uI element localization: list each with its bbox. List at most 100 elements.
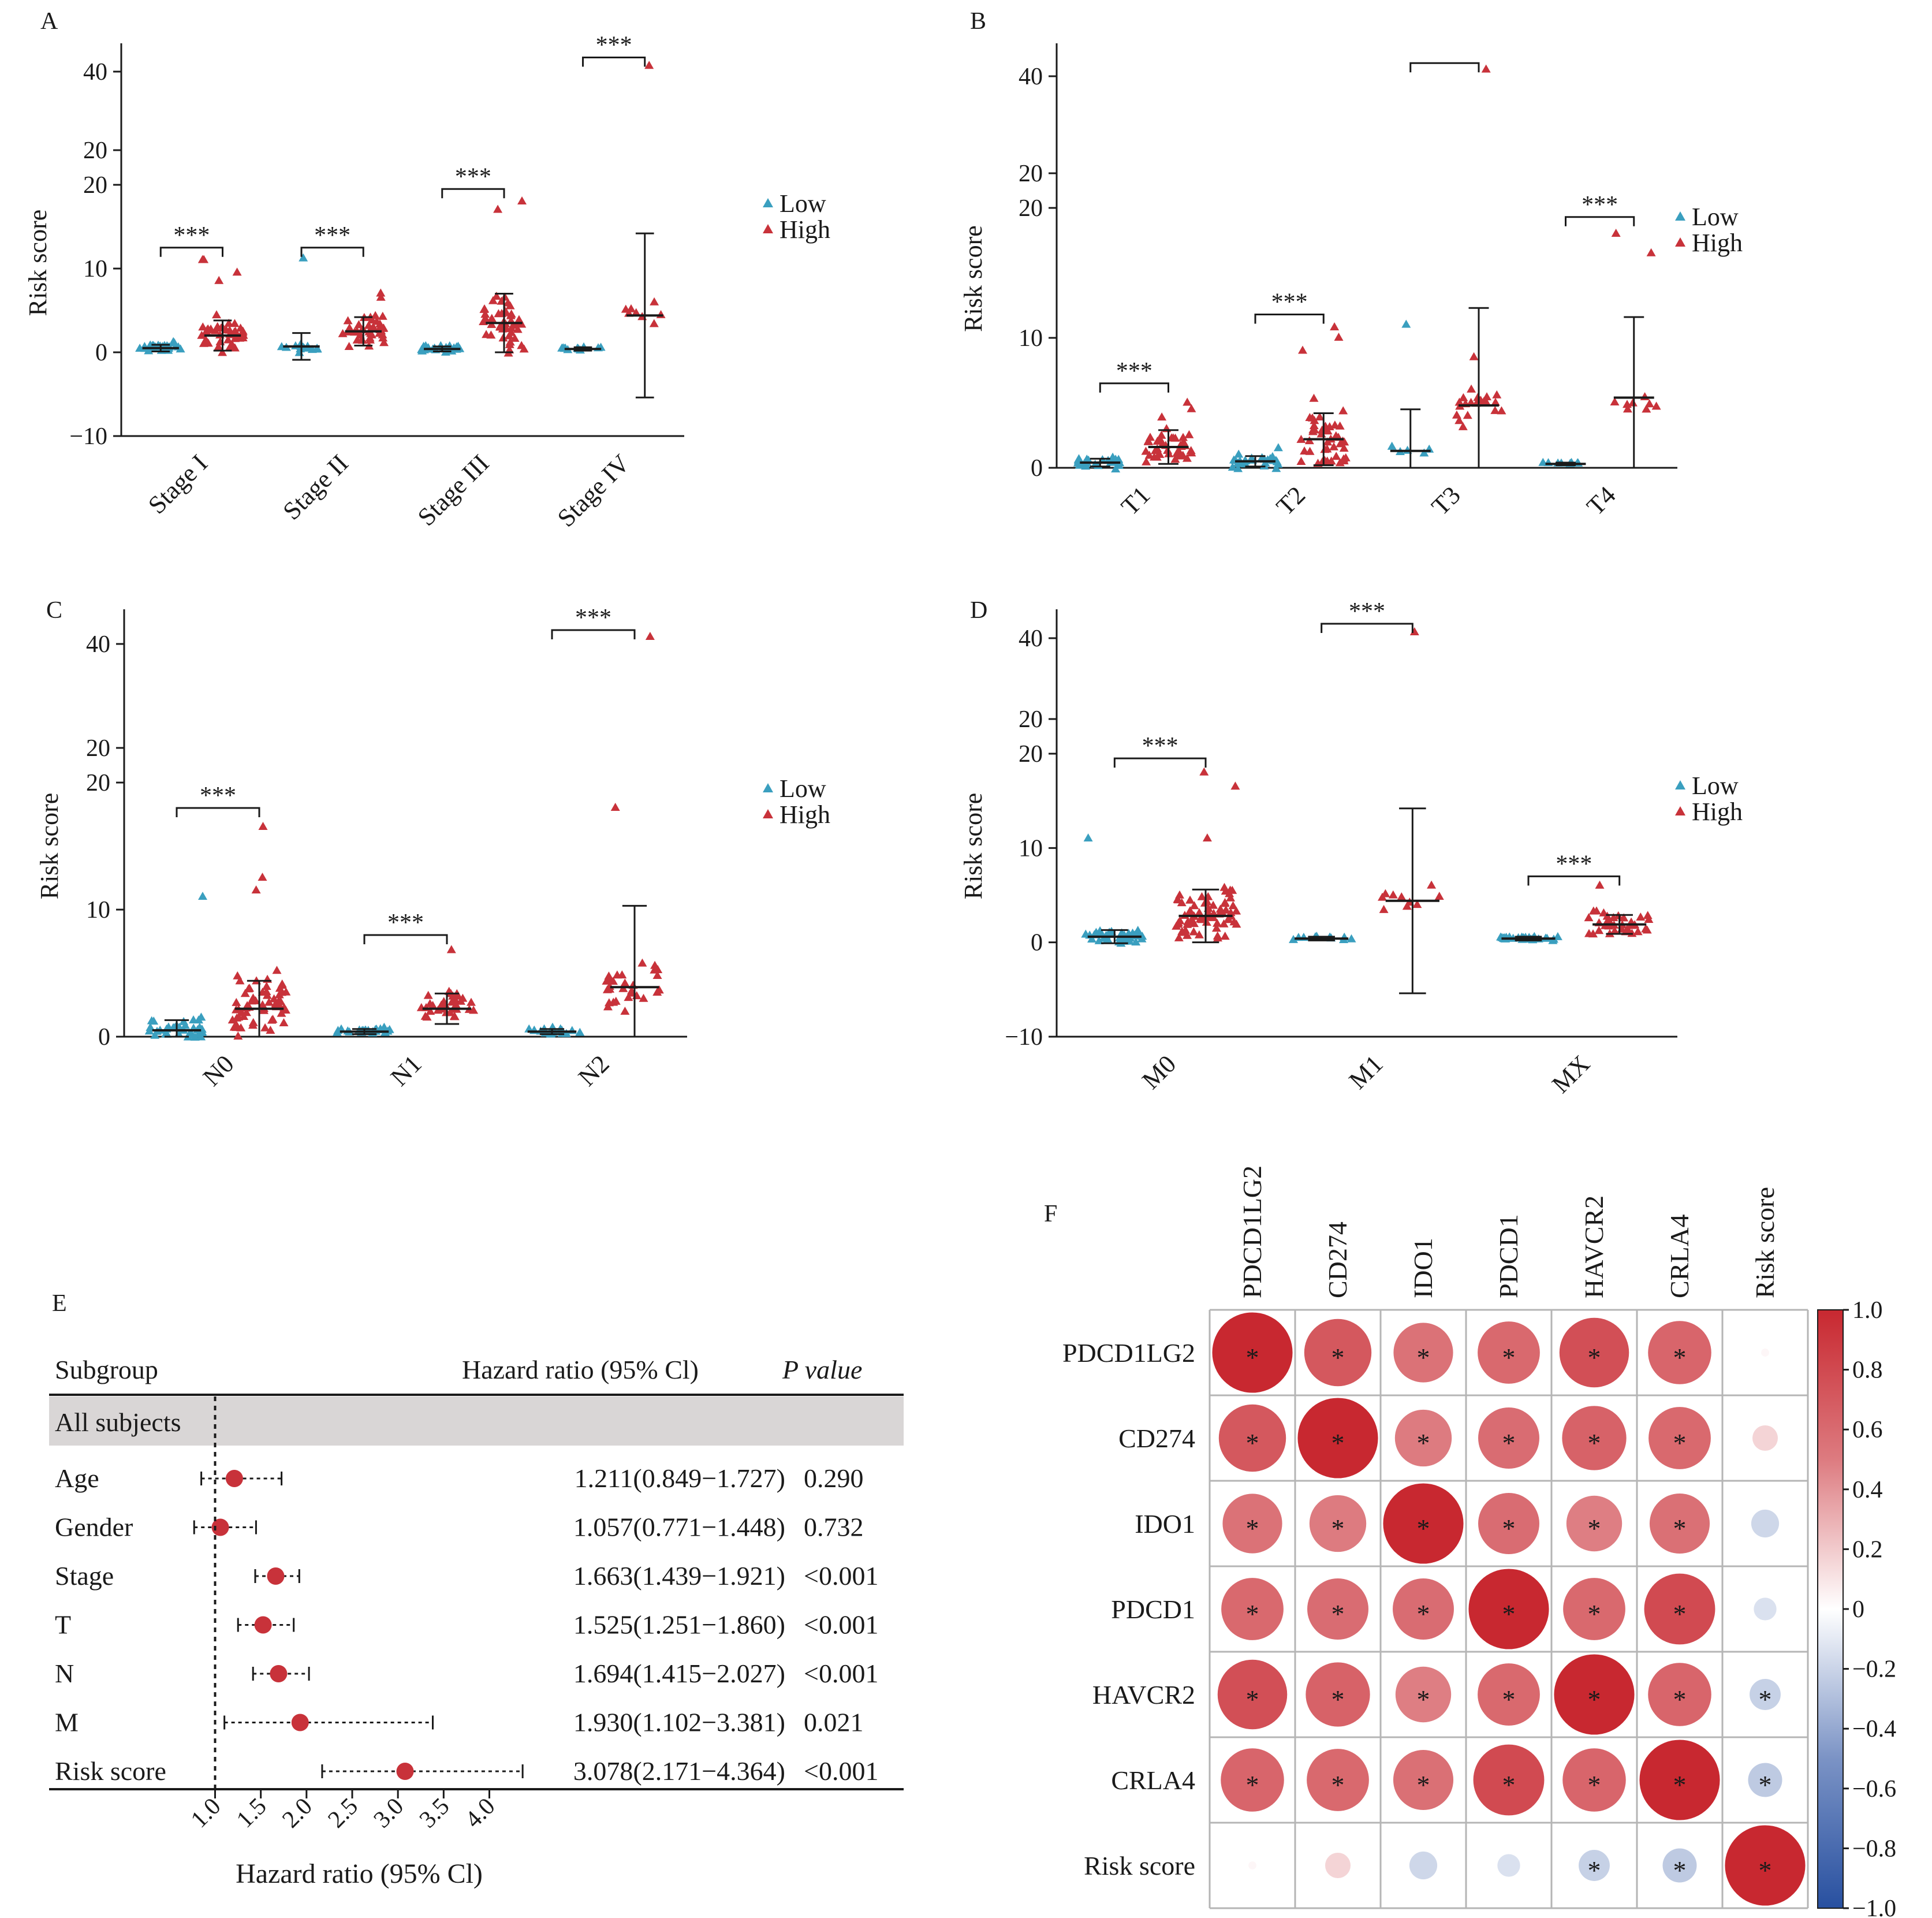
high-point bbox=[1186, 446, 1196, 455]
high-point bbox=[1330, 322, 1340, 330]
high-point bbox=[1220, 932, 1230, 940]
high-point bbox=[262, 982, 271, 990]
high-point bbox=[1628, 398, 1638, 407]
significance-label: *** bbox=[1271, 289, 1308, 316]
high-point bbox=[1211, 923, 1221, 932]
high-point bbox=[1412, 900, 1422, 908]
high-point bbox=[1603, 916, 1613, 925]
high-point bbox=[1427, 880, 1437, 889]
high-point bbox=[1197, 892, 1207, 900]
high-point bbox=[1644, 915, 1654, 923]
band-label: All subjects bbox=[55, 1407, 181, 1437]
low-point bbox=[162, 1029, 172, 1038]
significance-label: *** bbox=[314, 222, 350, 249]
high-point bbox=[206, 324, 216, 333]
high-point bbox=[371, 311, 381, 319]
low-point bbox=[189, 1015, 198, 1023]
correlation-circle bbox=[1478, 1493, 1539, 1554]
high-point bbox=[449, 1011, 459, 1020]
high-point bbox=[1202, 833, 1212, 841]
column-label: CD274 bbox=[1323, 1221, 1352, 1298]
hr-ci-text: 1.057(0.771−1.448) bbox=[573, 1513, 785, 1542]
significance-label: *** bbox=[596, 32, 632, 59]
high-point bbox=[1479, 397, 1489, 405]
significance-bracket bbox=[159, 247, 223, 257]
significance-star: * bbox=[1417, 1770, 1430, 1800]
correlation-circle bbox=[1648, 1407, 1711, 1469]
significance-star: * bbox=[1246, 1514, 1259, 1543]
high-point bbox=[1623, 404, 1632, 413]
high-point bbox=[1458, 422, 1468, 430]
high-point bbox=[505, 340, 514, 348]
row-label: CRLA4 bbox=[1111, 1766, 1195, 1795]
low-point bbox=[375, 1024, 385, 1033]
high-point bbox=[274, 996, 284, 1005]
high-point bbox=[1296, 457, 1306, 465]
y-tick-label: 10 bbox=[1019, 325, 1043, 352]
high-point bbox=[1497, 406, 1506, 415]
high-point bbox=[1172, 448, 1182, 457]
significance-bracket bbox=[1321, 623, 1413, 633]
high-point bbox=[506, 327, 516, 336]
hr-point bbox=[270, 1665, 288, 1682]
significance-star: * bbox=[1759, 1856, 1772, 1885]
correlation-circle bbox=[1648, 1663, 1711, 1726]
legend-low-label: Low bbox=[1692, 772, 1739, 800]
high-point bbox=[514, 315, 524, 323]
high-point bbox=[1232, 919, 1241, 928]
header-p-value: P value bbox=[782, 1355, 862, 1384]
correlation-circle bbox=[1394, 1409, 1452, 1467]
correlation-circle bbox=[1307, 1578, 1368, 1640]
high-point bbox=[230, 319, 240, 327]
high-point bbox=[510, 333, 520, 342]
low-point bbox=[1235, 459, 1245, 467]
low-point bbox=[176, 344, 185, 353]
high-point bbox=[480, 310, 490, 318]
significance-bracket bbox=[582, 57, 646, 67]
low-point bbox=[144, 346, 154, 355]
y-axis-label: Risk score bbox=[24, 210, 52, 316]
legend-low-marker bbox=[763, 783, 773, 792]
significance-label: *** bbox=[1582, 192, 1618, 218]
high-point bbox=[1592, 906, 1601, 915]
high-point bbox=[482, 330, 491, 338]
high-point bbox=[1397, 892, 1407, 900]
high-point bbox=[1175, 890, 1184, 899]
low-point bbox=[575, 1027, 585, 1036]
high-point bbox=[426, 1007, 435, 1015]
hr-point bbox=[254, 1616, 272, 1634]
high-point bbox=[1594, 926, 1604, 934]
high-point bbox=[367, 315, 377, 324]
significance-bracket bbox=[300, 247, 364, 257]
high-point bbox=[1296, 434, 1306, 443]
high-point bbox=[1473, 393, 1483, 401]
significance-star: * bbox=[1246, 1685, 1259, 1714]
y-tick-label: 0 bbox=[1031, 930, 1043, 956]
high-point bbox=[1335, 458, 1345, 467]
correlation-circle bbox=[1497, 1854, 1520, 1877]
high-point bbox=[1173, 919, 1183, 928]
correlation-circle bbox=[1383, 1483, 1464, 1564]
significance-bracket bbox=[1527, 875, 1621, 886]
x-axis-label: Hazard ratio (95% Cl) bbox=[236, 1859, 483, 1889]
high-point bbox=[1189, 927, 1199, 936]
high-point bbox=[479, 317, 488, 325]
high-point bbox=[1588, 929, 1598, 938]
legend-high-marker bbox=[763, 809, 773, 818]
colorbar bbox=[1817, 1309, 1844, 1909]
low-point bbox=[193, 1029, 203, 1038]
p-value-text: <0.001 bbox=[804, 1659, 878, 1688]
high-point bbox=[1174, 933, 1184, 941]
high-point bbox=[244, 984, 253, 993]
hr-point bbox=[267, 1567, 285, 1585]
high-point bbox=[1334, 333, 1344, 341]
colorbar-tick-label: −1.0 bbox=[1852, 1895, 1896, 1918]
row-label: Gender bbox=[55, 1513, 133, 1542]
high-point bbox=[1220, 897, 1230, 906]
correlation-circle bbox=[1393, 1749, 1454, 1811]
correlation-circle bbox=[1751, 1509, 1780, 1538]
row-label: Stage bbox=[55, 1561, 114, 1591]
y-tick-label: 10 bbox=[83, 256, 107, 282]
low-point bbox=[299, 253, 308, 262]
